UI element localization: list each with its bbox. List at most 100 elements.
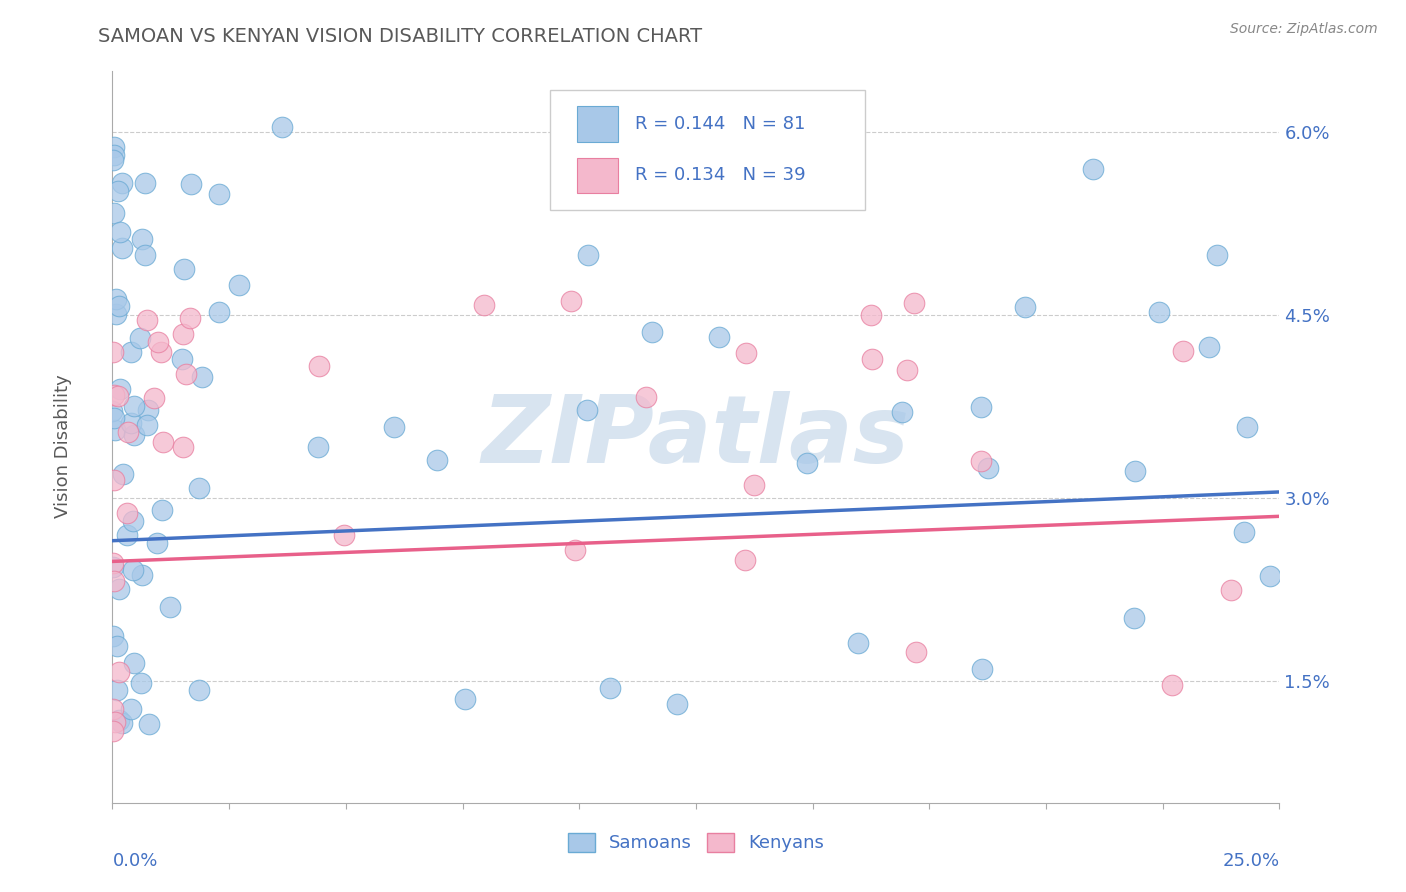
Point bbox=[208, 305, 231, 319]
Point bbox=[640, 325, 662, 339]
Point bbox=[104, 423, 127, 437]
Point bbox=[665, 697, 688, 711]
Point bbox=[134, 248, 156, 262]
Point bbox=[101, 701, 124, 715]
Point bbox=[145, 535, 167, 549]
Point bbox=[107, 389, 129, 403]
Point bbox=[180, 177, 202, 191]
Point bbox=[891, 405, 914, 419]
Point bbox=[905, 645, 928, 659]
Point bbox=[115, 528, 138, 542]
Point bbox=[970, 401, 993, 415]
Text: Source: ZipAtlas.com: Source: ZipAtlas.com bbox=[1230, 22, 1378, 37]
Point bbox=[122, 657, 145, 671]
Point bbox=[152, 435, 174, 450]
Point bbox=[208, 186, 231, 201]
Point bbox=[103, 140, 125, 154]
Point bbox=[122, 428, 145, 442]
Point bbox=[634, 390, 657, 404]
Point bbox=[1236, 420, 1258, 434]
Point bbox=[108, 713, 131, 727]
Point bbox=[104, 292, 127, 306]
Point bbox=[111, 467, 134, 481]
Point bbox=[176, 368, 198, 382]
Point bbox=[111, 177, 134, 191]
Point bbox=[108, 665, 131, 680]
Text: SAMOAN VS KENYAN VISION DISABILITY CORRELATION CHART: SAMOAN VS KENYAN VISION DISABILITY CORRE… bbox=[98, 27, 703, 45]
Text: R = 0.134   N = 39: R = 0.134 N = 39 bbox=[636, 166, 806, 185]
Point bbox=[308, 359, 330, 373]
Point bbox=[834, 175, 856, 189]
Point bbox=[972, 662, 994, 676]
Point bbox=[173, 261, 195, 276]
Point bbox=[734, 552, 756, 566]
Point bbox=[103, 723, 125, 738]
Point bbox=[101, 404, 124, 418]
Point bbox=[977, 460, 1000, 475]
Point bbox=[146, 335, 169, 350]
Point bbox=[122, 563, 145, 577]
Point bbox=[1219, 583, 1241, 598]
Point bbox=[332, 527, 354, 541]
Point bbox=[307, 440, 329, 454]
Point bbox=[143, 392, 166, 406]
Point bbox=[136, 403, 159, 417]
Point bbox=[425, 453, 447, 467]
Point bbox=[117, 506, 139, 520]
Point bbox=[187, 481, 209, 495]
Point bbox=[742, 477, 765, 491]
Point bbox=[103, 574, 125, 589]
Point bbox=[108, 299, 131, 313]
Point bbox=[104, 307, 127, 321]
Point bbox=[599, 681, 621, 695]
Point bbox=[560, 293, 582, 308]
Point bbox=[1160, 677, 1182, 691]
Point bbox=[101, 345, 124, 359]
Text: 0.0%: 0.0% bbox=[112, 852, 157, 870]
Point bbox=[111, 241, 134, 255]
Point bbox=[846, 636, 869, 650]
Point bbox=[122, 399, 145, 413]
Point bbox=[576, 248, 599, 262]
Point bbox=[108, 582, 131, 596]
Point bbox=[1081, 161, 1104, 176]
Point bbox=[105, 640, 128, 654]
Point bbox=[103, 206, 125, 220]
Point bbox=[472, 298, 495, 312]
Point bbox=[707, 330, 730, 344]
Text: R = 0.144   N = 81: R = 0.144 N = 81 bbox=[636, 115, 806, 133]
Point bbox=[796, 456, 818, 470]
Point bbox=[179, 311, 201, 326]
Point bbox=[129, 676, 152, 690]
Point bbox=[970, 454, 993, 468]
Point bbox=[150, 344, 173, 359]
Point bbox=[120, 416, 142, 430]
Bar bbox=[576, 106, 617, 142]
Point bbox=[136, 313, 159, 327]
Point bbox=[134, 177, 156, 191]
Point bbox=[172, 441, 194, 455]
Point bbox=[101, 560, 124, 574]
Point bbox=[187, 682, 209, 697]
Point bbox=[903, 296, 925, 310]
Point bbox=[454, 691, 477, 706]
Point bbox=[136, 418, 159, 433]
Point bbox=[1014, 300, 1036, 314]
Point bbox=[138, 717, 160, 731]
Text: ZIPatlas: ZIPatlas bbox=[482, 391, 910, 483]
Point bbox=[103, 473, 125, 487]
Text: Vision Disability: Vision Disability bbox=[55, 374, 72, 518]
Point bbox=[170, 351, 193, 366]
Point bbox=[270, 120, 292, 134]
Point bbox=[1233, 524, 1256, 539]
Point bbox=[131, 568, 153, 582]
Point bbox=[564, 543, 586, 558]
Point bbox=[110, 225, 132, 239]
Point bbox=[1149, 305, 1171, 319]
Point bbox=[191, 370, 214, 384]
Point bbox=[172, 327, 194, 342]
Bar bbox=[576, 158, 617, 193]
Point bbox=[1122, 611, 1144, 625]
Point bbox=[103, 629, 125, 643]
Point bbox=[1125, 465, 1147, 479]
